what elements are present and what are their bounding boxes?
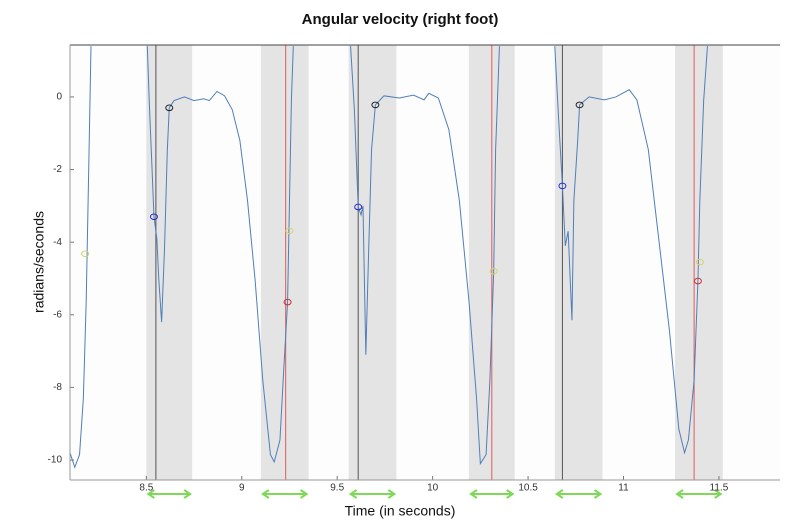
x-tick-label: 9 <box>239 483 245 494</box>
interval-arrow <box>469 489 515 499</box>
interval-arrow <box>146 489 192 499</box>
event-marker <box>165 104 174 112</box>
shaded-region <box>675 45 723 480</box>
event-marker <box>81 250 90 258</box>
x-tick-label: 11 <box>618 483 629 494</box>
x-tick-label: 11.5 <box>710 483 729 494</box>
event-marker <box>693 277 702 285</box>
plot-area <box>70 45 780 480</box>
data-line <box>70 46 708 469</box>
x-axis-label: Time (in seconds) <box>345 503 456 519</box>
event-marker <box>371 101 380 109</box>
y-tick-label: 0 <box>56 92 62 103</box>
y-tick-label: -4 <box>53 237 62 248</box>
shaded-region <box>348 45 397 480</box>
x-tick-label: 10.5 <box>518 483 538 494</box>
interval-arrow <box>261 489 309 499</box>
x-tick-label: 9.5 <box>330 483 344 494</box>
event-marker <box>149 213 158 221</box>
chart-title: Angular velocity (right foot) <box>302 11 499 28</box>
event-marker <box>695 258 704 266</box>
event-marker <box>489 267 498 275</box>
y-tick-label: -6 <box>53 309 62 320</box>
event-marker <box>575 101 584 109</box>
y-axis-label: radians/seconds <box>31 211 47 313</box>
x-tick-label: 8.5 <box>139 483 153 494</box>
event-marker <box>354 203 363 211</box>
event-marker <box>558 182 567 190</box>
y-tick-label: -8 <box>53 382 62 393</box>
interval-arrow <box>348 489 397 499</box>
interval-arrow <box>675 489 723 499</box>
x-tick-label: 10 <box>427 483 439 494</box>
event-marker <box>283 298 292 306</box>
shaded-region <box>260 45 309 480</box>
y-tick-label: -10 <box>48 455 63 466</box>
interval-arrow <box>554 489 603 499</box>
event-marker <box>285 227 294 235</box>
y-tick-label: -2 <box>53 164 62 175</box>
